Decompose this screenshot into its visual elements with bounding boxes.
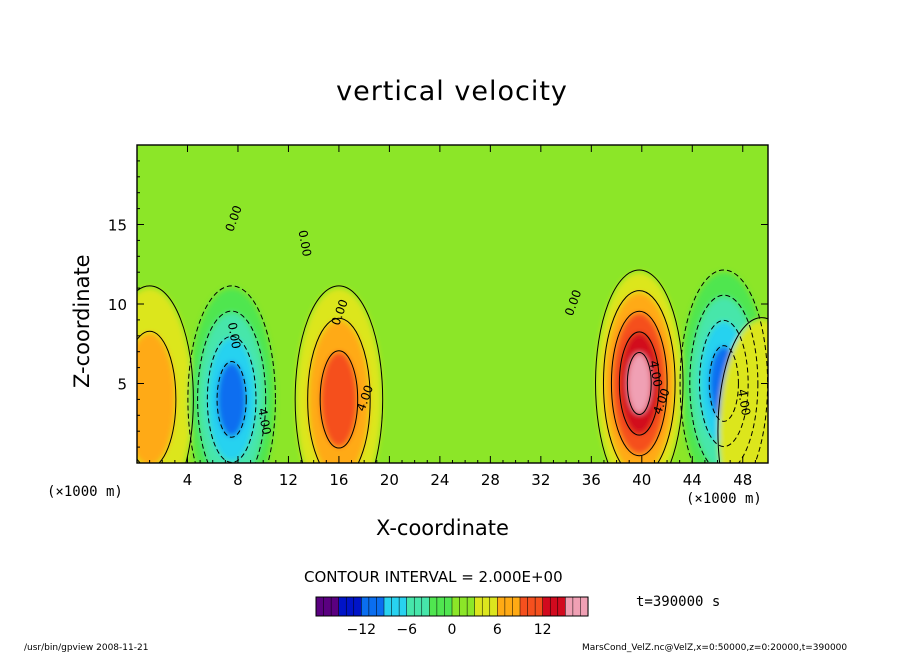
x-tick-label: 40 xyxy=(632,471,651,489)
contour-updraft-3-4 xyxy=(618,331,660,436)
colorbar-cell xyxy=(572,596,581,617)
colorbar-cell xyxy=(429,596,438,617)
colorbar-cell xyxy=(580,596,589,617)
contour-updraft-0-2 xyxy=(137,330,177,463)
contour-updraft-3-3 xyxy=(610,310,668,457)
contour-updraft-3-2 xyxy=(602,290,676,463)
feature-downdraft-1-level-4 xyxy=(217,362,246,437)
colorbar-cell xyxy=(489,596,498,617)
colorbar-cell xyxy=(557,596,566,617)
x-axis-unit: (×1000 m) xyxy=(686,491,762,507)
colorbar-cell xyxy=(345,596,355,617)
colorbar-tick-label: −6 xyxy=(396,622,417,638)
x-tick-label: 48 xyxy=(733,471,752,489)
x-tick-label: 8 xyxy=(233,471,243,489)
colorbar-cell xyxy=(466,596,476,617)
colorbar-tick-label: 6 xyxy=(493,622,502,638)
colorbar-cell xyxy=(451,596,461,617)
x-tick-label: 44 xyxy=(683,471,702,489)
y-axis-unit: (×1000 m) xyxy=(47,484,123,500)
colorbar: −12 −6 0 6 12 xyxy=(315,596,589,638)
contour-downdraft-1-3 xyxy=(206,335,257,463)
contour-updraft-2-1 xyxy=(294,285,384,463)
colorbar-cell xyxy=(549,596,559,617)
contour-downdraft-4-3 xyxy=(699,319,749,448)
contour-label: 4.00 xyxy=(735,388,753,417)
contour-label: 0.00 xyxy=(225,321,243,350)
colorbar-cell xyxy=(459,596,468,617)
colorbar-cell xyxy=(436,596,445,617)
colorbar-cell xyxy=(481,596,491,617)
x-tick-label: 36 xyxy=(582,471,601,489)
contour-updraft-2-3 xyxy=(319,350,359,449)
colorbar-cell xyxy=(534,596,544,617)
contour-updraft-5-1 xyxy=(717,317,768,463)
colorbar-cell xyxy=(398,596,408,617)
colorbar-cell xyxy=(565,596,574,617)
x-tick-label: 32 xyxy=(531,471,550,489)
contour-label: 4.00 xyxy=(646,359,664,388)
x-tick-label: 28 xyxy=(481,471,500,489)
colorbar-cell xyxy=(512,596,521,617)
feature-updraft-3-level-5 xyxy=(627,353,651,414)
footer-right: MarsCond_VelZ.nc@VelZ,x=0:50000,z=0:2000… xyxy=(582,643,848,653)
contour-label: 0.00 xyxy=(296,229,314,258)
x-tick-label: 4 xyxy=(183,471,193,489)
contour-updraft-3-5 xyxy=(626,352,652,415)
colorbar-cell xyxy=(383,596,393,617)
time-label: t=390000 s xyxy=(636,594,721,610)
feature-updraft-5-level-1 xyxy=(718,319,768,463)
contour-downdraft-1-4 xyxy=(216,361,247,438)
x-axis-label: X-coordinate xyxy=(376,516,509,540)
x-tick-label: 24 xyxy=(430,471,449,489)
x-tick-label: 12 xyxy=(279,471,298,489)
feature-updraft-2-level-3 xyxy=(320,351,358,448)
colorbar-cell xyxy=(474,596,483,617)
chart-title: vertical velocity xyxy=(336,76,568,107)
contour-downdraft-4-2 xyxy=(689,294,759,463)
colorbar-cell xyxy=(406,596,415,617)
contour-downdraft-1-2 xyxy=(197,310,267,463)
colorbar-tick-label: −12 xyxy=(347,622,377,638)
colorbar-cell xyxy=(413,596,423,617)
y-tick-label: 5 xyxy=(117,376,127,394)
colorbar-frame xyxy=(315,596,589,617)
contour-downdraft-4-4 xyxy=(708,345,739,422)
colorbar-cell xyxy=(361,596,370,617)
colorbar-cell xyxy=(519,596,529,617)
colorbar-cell xyxy=(542,596,551,617)
colorbar-cell xyxy=(368,596,377,617)
colorbar-cell xyxy=(315,596,325,617)
footer-left: /usr/bin/gpview 2008-11-21 xyxy=(24,643,149,653)
contour-updraft-3-1 xyxy=(595,269,684,463)
colorbar-tick-label: 0 xyxy=(448,622,457,638)
y-axis-label: Z-coordinate xyxy=(70,254,94,388)
contour-updraft-2-2 xyxy=(307,317,371,463)
colorbar-cell xyxy=(323,596,332,617)
colorbar-cell xyxy=(497,596,506,617)
contour-label: 4.00 xyxy=(255,407,273,436)
colorbar-cell xyxy=(338,596,347,617)
colorbar-cell xyxy=(330,596,340,617)
contour-interval: CONTOUR INTERVAL = 2.000E+00 xyxy=(304,568,563,586)
colorbar-cell xyxy=(391,596,400,617)
y-tick-label: 10 xyxy=(108,296,127,314)
colorbar-cell xyxy=(504,596,513,617)
plot-area: 4.004.004.004.00 4.000.000.000.000.000.00 xyxy=(137,145,768,463)
colorbar-tick-label: 12 xyxy=(534,622,552,638)
contour-downdraft-1-1 xyxy=(187,285,276,463)
feature-updraft-0-level-2 xyxy=(137,332,176,463)
contour-updraft-0-1 xyxy=(137,285,194,463)
colorbar-cell xyxy=(421,596,430,617)
colorbar-cell xyxy=(444,596,453,617)
x-tick-label: 16 xyxy=(329,471,348,489)
colorbar-cell xyxy=(527,596,536,617)
y-tick-label: 15 xyxy=(108,217,127,235)
colorbar-cell xyxy=(353,596,362,617)
colorbar-cell xyxy=(376,596,385,617)
x-tick-label: 20 xyxy=(380,471,399,489)
